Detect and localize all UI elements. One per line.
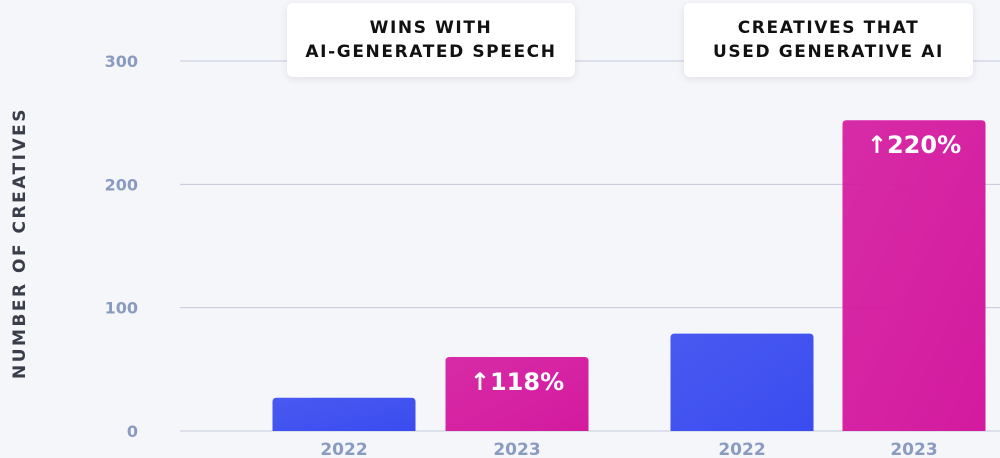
group-title-2-line-1: CREATIVES THAT xyxy=(737,18,920,38)
bar-group2-2022 xyxy=(670,333,814,431)
x-tick-label-group2-2023: 2023 xyxy=(890,440,937,458)
y-tick-label-300: 300 xyxy=(105,52,138,71)
bar-data-label-group2-2023: ↑220% xyxy=(867,131,961,159)
x-tick-label-group1-2023: 2023 xyxy=(493,440,540,458)
group-title-card-1: WINS WITH AI-GENERATED SPEECH xyxy=(287,3,575,77)
group-title-2-line-2: USED GENERATIVE AI xyxy=(713,42,944,62)
y-tick-label-200: 200 xyxy=(105,175,138,194)
y-axis-label: NUMBER OF CREATIVES xyxy=(10,107,30,379)
group-title-card-2: CREATIVES THAT USED GENERATIVE AI xyxy=(684,3,973,77)
bar-group1-2023 xyxy=(445,357,589,431)
group-title-1-line-2: AI-GENERATED SPEECH xyxy=(305,42,557,62)
bar-data-label-group1-2023: ↑118% xyxy=(470,368,564,396)
x-tick-label-group1-2022: 2022 xyxy=(320,440,367,458)
bar-group2-2023 xyxy=(842,120,986,431)
x-tick-label-group2-2022: 2022 xyxy=(718,440,765,458)
y-tick-label-100: 100 xyxy=(105,299,138,318)
y-tick-label-0: 0 xyxy=(127,422,138,441)
bar-group1-2022 xyxy=(272,397,416,431)
group-title-1-line-1: WINS WITH xyxy=(369,18,493,38)
